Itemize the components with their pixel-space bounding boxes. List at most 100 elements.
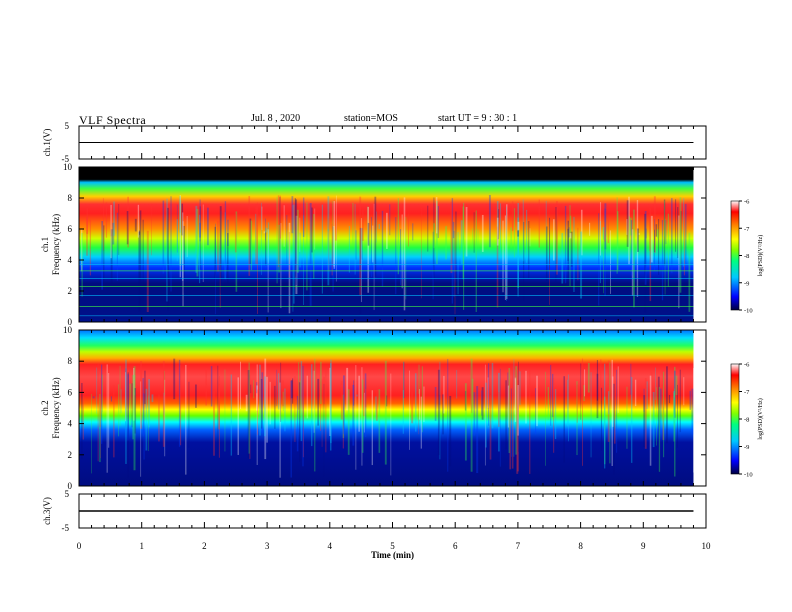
spec2-streak — [340, 381, 343, 420]
spec2-streak — [590, 372, 592, 458]
spec1-streak — [678, 215, 680, 309]
spec2-streak — [608, 391, 610, 415]
spec2-streak — [296, 395, 299, 452]
spec1-streak — [671, 198, 673, 274]
spec1-streak — [127, 196, 129, 248]
spec1-streak — [179, 195, 181, 233]
spec2-streak — [290, 380, 293, 399]
spec2-streak — [509, 388, 512, 470]
spec1-streak — [529, 228, 531, 247]
spec2-streak — [151, 394, 154, 403]
spec1-ytick-label: 8 — [68, 193, 73, 203]
spec1-streak — [510, 227, 512, 248]
spec1-ytick-label: 10 — [63, 162, 73, 172]
spec2-streak — [118, 384, 120, 437]
spec2-streak — [256, 364, 258, 465]
spec2-streak — [464, 391, 467, 411]
spec2-streak — [240, 361, 242, 409]
spec2-streak — [120, 389, 122, 414]
spec1-streak — [139, 230, 140, 235]
spec2-streak — [411, 391, 414, 424]
spec1-streak — [637, 228, 639, 252]
spec1-streak — [277, 195, 280, 268]
spec2-streak — [320, 361, 322, 405]
spec1-streak — [105, 202, 108, 238]
xaxis-tick-label: 10 — [702, 541, 712, 551]
spec2-streak — [437, 369, 440, 456]
spec2-streak — [290, 380, 292, 478]
spec1-streak — [299, 232, 301, 268]
spec2-streak — [481, 387, 484, 420]
spec1-streak — [110, 217, 113, 237]
spec2-streak — [185, 364, 187, 475]
spec2-spectrogram — [79, 330, 694, 486]
figure-station: station=MOS — [344, 113, 398, 124]
spec1-streak — [327, 229, 330, 232]
spec2-streak — [657, 376, 660, 473]
spec1-streak — [451, 198, 454, 304]
spec1-streak — [101, 221, 103, 290]
spec1-streak — [626, 200, 629, 247]
spec2-streak — [264, 358, 267, 460]
spec2-streak — [576, 381, 578, 456]
spec1-streak — [498, 209, 500, 240]
spec1-streak — [685, 203, 687, 265]
spec2-streak — [140, 381, 142, 477]
spec2-streak — [82, 396, 84, 440]
spec2-streak — [384, 360, 387, 465]
spec2-streak — [673, 391, 675, 425]
spec2-streak — [347, 389, 350, 455]
spec1-streak — [405, 216, 407, 300]
figure-date: Jul. 8 , 2020 — [251, 113, 301, 124]
spec1-ytick-label: 0 — [68, 317, 73, 327]
spec2-streak — [471, 378, 474, 418]
spec1-streak — [299, 217, 301, 252]
spec1-streak — [658, 219, 660, 275]
spec1-streak — [663, 199, 666, 266]
spec2-streak — [491, 362, 494, 429]
spec2-streak — [259, 364, 261, 436]
spec2-streak — [346, 367, 349, 411]
spec1-streak — [677, 207, 679, 259]
spec2-ytick-label: 2 — [68, 450, 73, 460]
spec2-streak — [162, 360, 165, 447]
spec2-streak — [133, 366, 136, 471]
spec2-streak — [92, 396, 95, 399]
xaxis-tick-label: 6 — [453, 541, 458, 551]
spec2-streak — [342, 393, 344, 449]
spec1-streak — [638, 232, 640, 235]
spec1-streak — [199, 206, 201, 270]
spec2-streak — [298, 382, 301, 462]
spec1-colorbar-tick-label: -6 — [744, 199, 750, 206]
spec2-streak — [551, 373, 554, 418]
spec2-streak — [419, 389, 420, 420]
spec1-streak — [303, 215, 304, 306]
spec2-streak — [583, 385, 585, 402]
spec2-colorbar-tick-label: -7 — [744, 389, 750, 396]
spec2-streak — [134, 388, 137, 434]
spec2-streak — [423, 386, 425, 423]
spec2-streak — [250, 384, 252, 394]
spec1-streak — [371, 217, 372, 278]
spec2-streak — [237, 377, 239, 455]
spec1-streak — [653, 196, 656, 253]
spec1-streak — [649, 207, 652, 302]
spec2-streak — [617, 366, 619, 413]
spec1-streak — [688, 232, 691, 312]
spec1-streak — [110, 229, 113, 284]
spec1-streak — [511, 201, 514, 232]
spec2-streak — [145, 388, 148, 451]
spec1-streak — [234, 214, 237, 253]
spec2-streak — [129, 383, 132, 426]
spec2-streak — [140, 361, 143, 429]
spec1-streak — [496, 217, 499, 246]
spec1-streak — [445, 226, 448, 260]
spec1-streak — [400, 229, 402, 286]
spec1-streak — [630, 220, 633, 276]
spec2-streak — [643, 388, 645, 412]
spec2-streak — [630, 363, 632, 395]
spec1-streak — [110, 204, 112, 259]
spec2-streak — [330, 359, 332, 444]
ch3-ytick-label: -5 — [62, 523, 70, 533]
